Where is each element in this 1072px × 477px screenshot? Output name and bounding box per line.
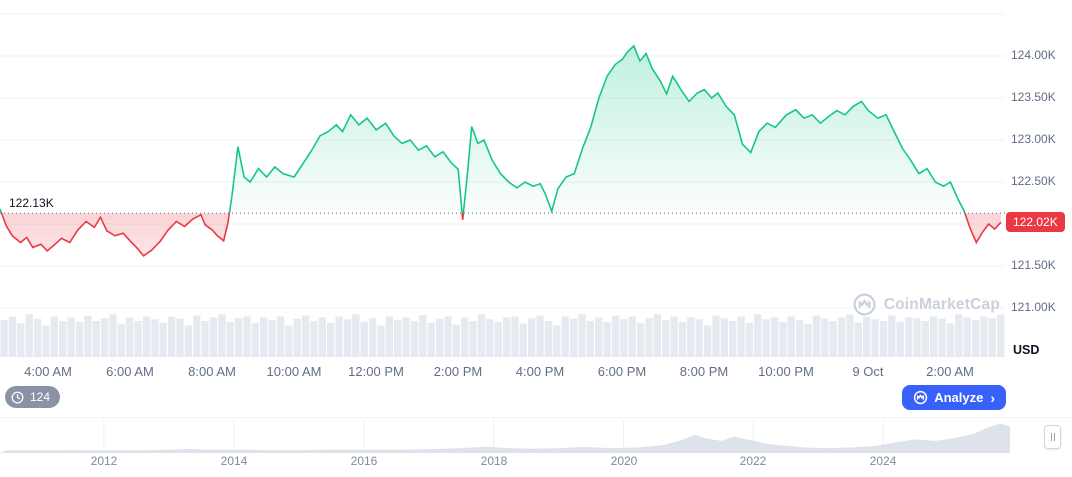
watermark: CoinMarketCap (852, 292, 1000, 317)
x-axis-tick-label: 10:00 PM (758, 364, 814, 379)
x-axis-tick-label: 6:00 PM (597, 364, 647, 379)
drag-handle-icon (1050, 433, 1052, 441)
x-axis-tick-label: 2:00 PM (433, 364, 483, 379)
x-axis-tick-label: 10:00 AM (266, 364, 322, 379)
x-axis-tick-label: 6:00 AM (106, 364, 154, 379)
analyze-button-label: Analyze (934, 390, 984, 405)
range-selector[interactable]: 2012 2014 2016 2018 2020 2022 2024 (0, 417, 1072, 477)
x-axis-tick-label: 8:00 AM (188, 364, 236, 379)
range-selector-chart[interactable] (0, 420, 1010, 453)
drag-handle-icon (1053, 433, 1055, 441)
open-price-label: 122.13K (6, 196, 57, 211)
range-year-axis: 2012 2014 2016 2018 2020 2022 2024 (0, 454, 1010, 470)
x-axis-tick-label: 8:00 PM (679, 364, 729, 379)
range-drag-handle[interactable] (1044, 425, 1061, 449)
y-axis: 124.00K 123.50K 123.00K 122.50K 121.50K 121.0… (1005, 0, 1072, 358)
x-axis-tick-label: 4:00 PM (515, 364, 565, 379)
chevron-right-icon: › (990, 389, 995, 406)
coinmarketcap-logo-icon (852, 292, 877, 317)
analyze-button[interactable]: Analyze › (902, 385, 1006, 410)
watermark-text: CoinMarketCap (883, 295, 1000, 313)
history-counter-badge[interactable]: 124 (5, 386, 61, 408)
x-axis-tick-label: 2:00 AM (926, 364, 974, 379)
price-chart-canvas[interactable] (0, 0, 1005, 358)
y-axis-tick-label: 122.50K (1011, 174, 1056, 188)
x-axis: 4:00 AM 6:00 AM 8:00 AM 10:00 AM 12:00 PM 2:0… (0, 364, 1005, 382)
x-axis-tick-label: 9 Oct (852, 364, 884, 379)
x-axis-tick-label: 4:00 AM (24, 364, 72, 379)
clock-icon (10, 390, 25, 405)
x-axis-tick-label: 12:00 PM (348, 364, 404, 379)
current-price-badge: 122.02K (1006, 212, 1065, 233)
y-axis-tick-label: 121.00K (1011, 300, 1056, 314)
range-year-label: 2016 (350, 454, 378, 468)
y-axis-tick-label: 124.00K (1011, 48, 1056, 62)
currency-label: USD (1013, 343, 1040, 357)
range-year-label: 2024 (869, 454, 897, 468)
range-year-label: 2014 (220, 454, 248, 468)
range-year-label: 2018 (480, 454, 508, 468)
y-axis-tick-label: 121.50K (1011, 258, 1056, 272)
range-year-label: 2022 (739, 454, 767, 468)
range-year-label: 2020 (610, 454, 638, 468)
y-axis-tick-label: 123.50K (1011, 90, 1056, 104)
range-year-label: 2012 (90, 454, 118, 468)
history-counter-label: 124 (30, 390, 51, 404)
coinmarketcap-logo-icon (913, 390, 928, 405)
y-axis-tick-label: 123.00K (1011, 132, 1056, 146)
